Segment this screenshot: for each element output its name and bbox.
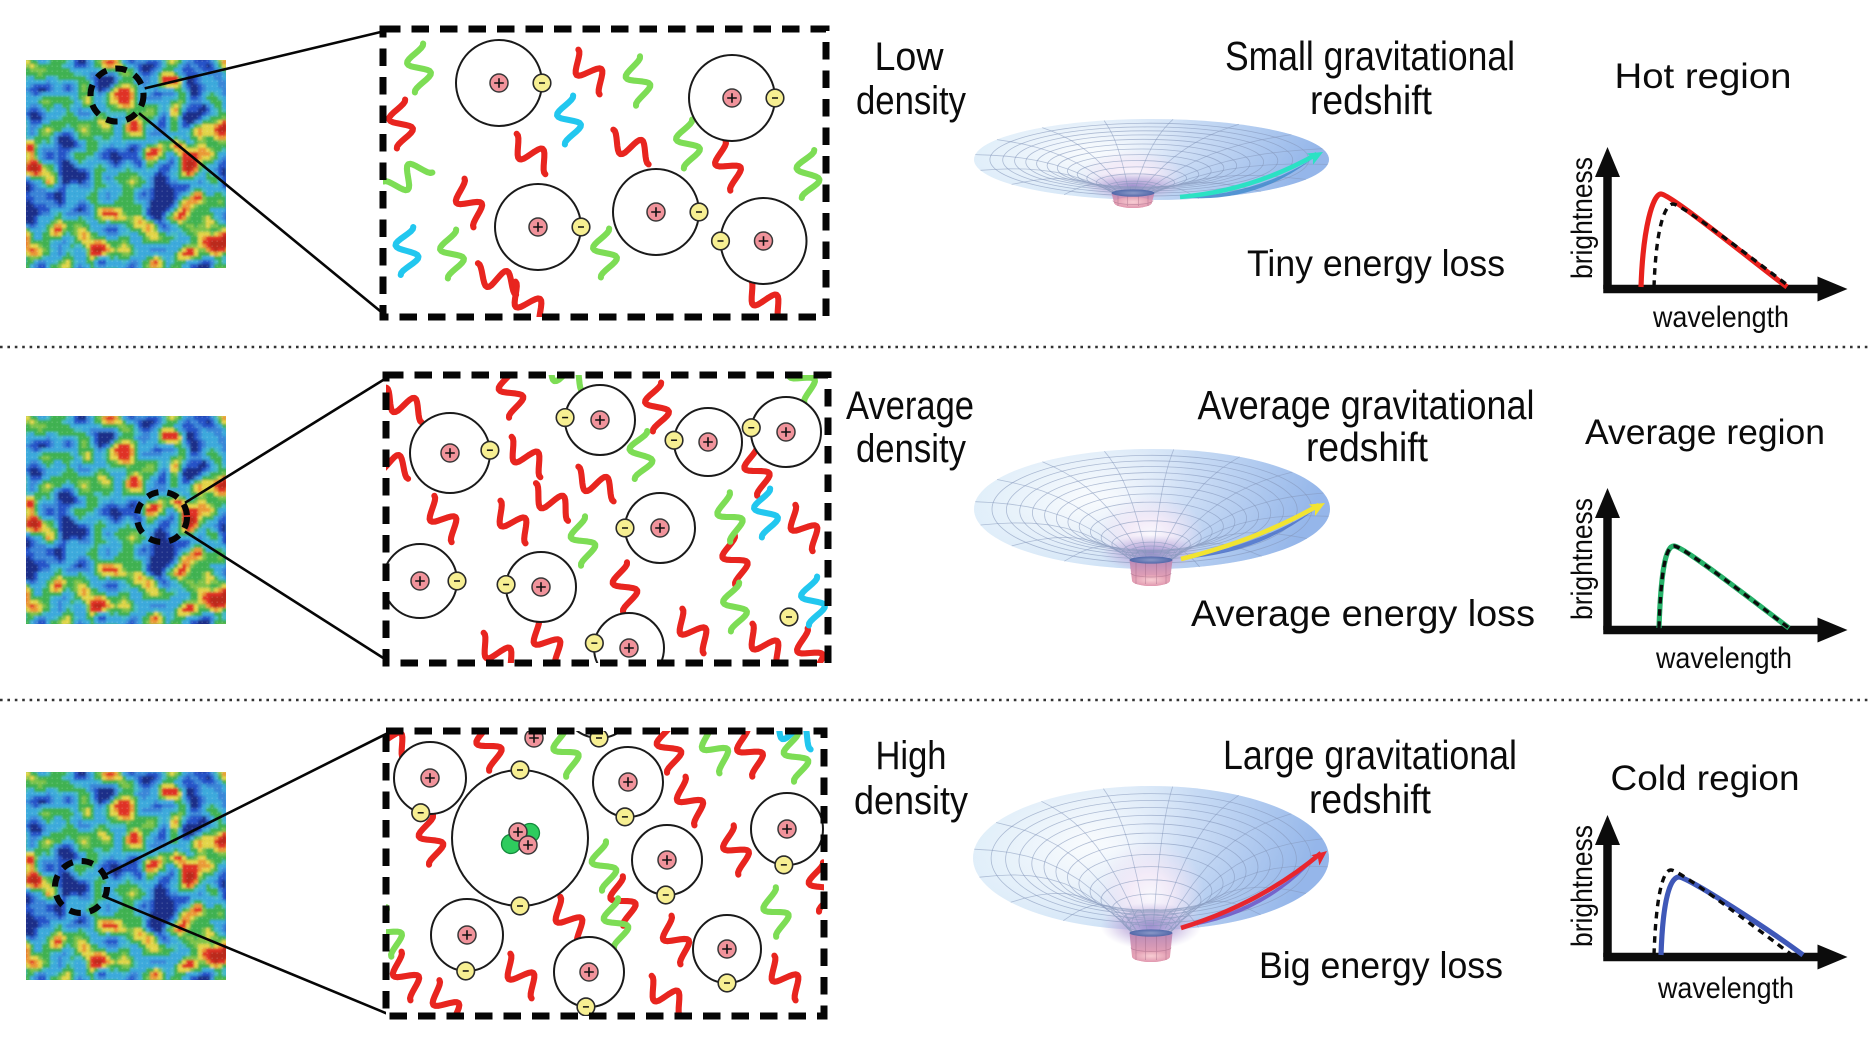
- svg-text:Low: Low: [875, 35, 944, 79]
- svg-text:High: High: [876, 734, 947, 778]
- svg-text:Cold region: Cold region: [1611, 759, 1800, 798]
- svg-text:brightness: brightness: [1566, 157, 1599, 279]
- svg-text:Large gravitational: Large gravitational: [1223, 732, 1517, 778]
- svg-text:Average energy loss: Average energy loss: [1191, 593, 1535, 634]
- svg-text:redshift: redshift: [1306, 424, 1429, 470]
- svg-text:Tiny energy loss: Tiny energy loss: [1247, 243, 1505, 284]
- svg-text:brightness: brightness: [1566, 498, 1599, 620]
- svg-text:density: density: [856, 427, 966, 471]
- svg-text:Hot region: Hot region: [1615, 57, 1792, 96]
- svg-text:redshift: redshift: [1309, 776, 1432, 822]
- svg-text:Average region: Average region: [1585, 413, 1825, 452]
- svg-text:Big energy loss: Big energy loss: [1259, 945, 1503, 986]
- svg-text:brightness: brightness: [1566, 825, 1599, 947]
- svg-text:Average: Average: [846, 384, 974, 428]
- svg-text:wavelength: wavelength: [1652, 301, 1789, 334]
- svg-text:wavelength: wavelength: [1655, 642, 1792, 675]
- svg-text:Small gravitational: Small gravitational: [1225, 33, 1515, 79]
- svg-text:redshift: redshift: [1310, 77, 1433, 123]
- svg-text:density: density: [856, 79, 966, 123]
- svg-text:density: density: [854, 779, 968, 823]
- svg-text:wavelength: wavelength: [1657, 972, 1794, 1005]
- svg-text:Average gravitational: Average gravitational: [1198, 382, 1535, 428]
